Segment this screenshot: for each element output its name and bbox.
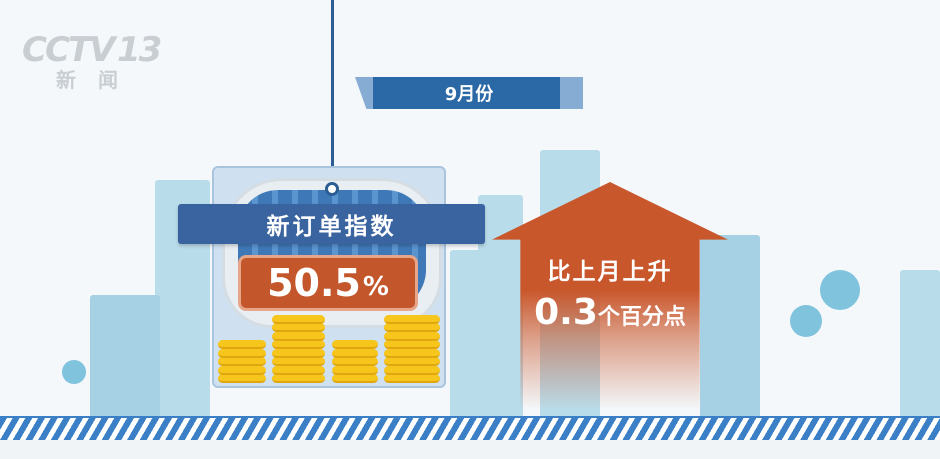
coin: [218, 357, 266, 366]
coin: [384, 323, 440, 332]
change-amount: 0.3个百分点: [510, 292, 710, 333]
coin: [272, 357, 325, 366]
coin: [272, 314, 325, 324]
logo-subtitle: 新闻: [56, 68, 140, 92]
coin: [272, 340, 325, 349]
coin: [384, 357, 440, 366]
coin: [272, 323, 325, 332]
coin: [218, 374, 266, 383]
indicator-value: 50.5%: [238, 255, 418, 311]
value-number: 50.5: [267, 261, 361, 305]
indicator-label: 新订单指数: [178, 204, 485, 244]
coin: [332, 365, 378, 375]
change-unit: 个百分点: [597, 305, 686, 330]
tree: [820, 270, 860, 310]
coin: [384, 331, 440, 341]
coin: [332, 357, 378, 366]
hanging-line: [331, 0, 334, 184]
coin: [272, 348, 325, 358]
cctv13-logo: CCTV 13 新闻: [22, 30, 162, 93]
change-text: 比上月上升: [547, 259, 673, 285]
building: [900, 270, 940, 420]
coin: [272, 374, 325, 383]
month-banner: 9月份: [355, 77, 583, 109]
change-value: 0.3: [534, 292, 598, 333]
coin: [272, 331, 325, 341]
logo-channel: CCTV: [22, 30, 115, 70]
coin: [218, 340, 266, 349]
floor: [0, 440, 940, 459]
tree: [62, 360, 86, 384]
up-arrow-icon: [492, 182, 728, 422]
coin: [332, 340, 378, 349]
coin: [384, 314, 440, 324]
coin: [384, 365, 440, 375]
coin: [332, 348, 378, 358]
coin: [332, 374, 378, 383]
logo-number: 13: [117, 30, 162, 70]
building: [90, 295, 160, 420]
hanging-knob: [325, 182, 339, 196]
tree: [790, 305, 822, 337]
value-unit: %: [362, 272, 389, 302]
coin: [384, 348, 440, 358]
coin: [218, 348, 266, 358]
striped-ground: [0, 416, 940, 440]
coin: [384, 374, 440, 383]
building: [700, 235, 760, 420]
coin: [272, 365, 325, 375]
coin: [384, 340, 440, 349]
coin: [218, 365, 266, 375]
